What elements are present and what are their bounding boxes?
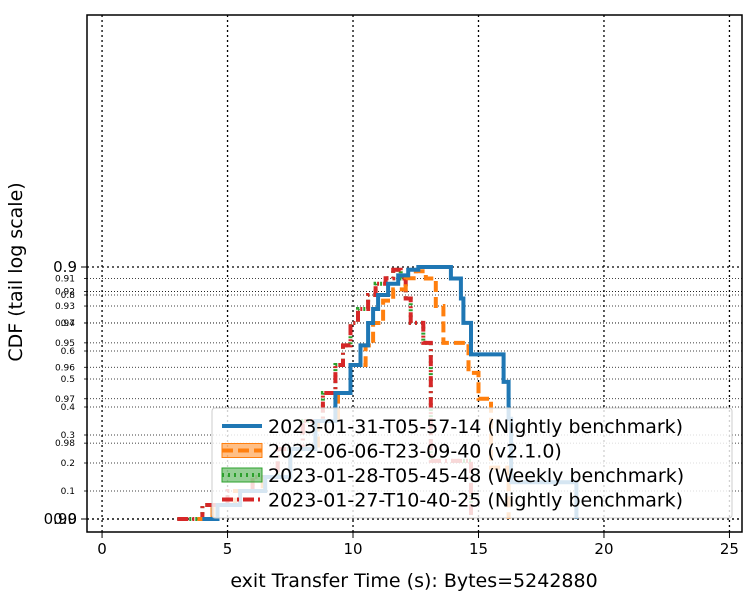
y-major-tick-label: 0.9 — [53, 258, 77, 276]
x-tick-label: 5 — [223, 540, 233, 558]
y-minor-tick-label: 0.1 — [61, 487, 75, 497]
legend-label-3: 2023-01-28-T05-45-48 (Weekly benchmark) — [268, 465, 684, 487]
x-tick-label: 20 — [594, 540, 613, 558]
y-minor-tick-label: 0.96 — [55, 363, 75, 373]
y-minor-tick-label: 0.97 — [55, 395, 75, 405]
y-minor-tick-label: 0.5 — [61, 375, 75, 385]
x-tick-label: 15 — [469, 540, 488, 558]
x-tick-label: 25 — [720, 540, 739, 558]
y-minor-tick-label: 0.95 — [55, 339, 75, 349]
x-tick-label: 10 — [343, 540, 362, 558]
y-axis-label: CDF (tail log scale) — [5, 182, 27, 362]
y-minor-tick-label: 0.92 — [55, 287, 75, 297]
y-minor-tick-label: 0.6 — [61, 347, 76, 357]
y-minor-tick-label: 0.2 — [61, 459, 75, 469]
y-minor-tick-label: 0.7 — [61, 319, 75, 329]
y-minor-tick-label: 0.98 — [55, 439, 75, 449]
x-axis-label: exit Transfer Time (s): Bytes=5242880 — [230, 570, 598, 592]
plot-frame — [86, 14, 743, 533]
legend-label-1: 2023-01-31-T05-57-14 (Nightly benchmark) — [268, 416, 683, 438]
y-major-tick-label: 0.99 — [44, 510, 77, 528]
y-minor-tick-label: 0.94 — [55, 319, 75, 329]
series-line-2 — [197, 269, 511, 521]
legend-box — [211, 407, 733, 519]
legend: 2023-01-31-T05-57-14 (Nightly benchmark)… — [211, 407, 733, 519]
y-minor-tick-label: 0.4 — [61, 403, 76, 413]
legend-label-4: 2023-01-27-T10-40-25 (Nightly benchmark) — [268, 490, 683, 512]
y-minor-tick-label: 0.93 — [55, 302, 75, 312]
axis-ticks: 0 5 10 15 20 250.00.90.990.10.20.30.40.50.60.… — [44, 258, 739, 558]
x-tick-label: 0 — [97, 540, 107, 558]
y-minor-tick-label: 0.3 — [61, 431, 75, 441]
y-minor-tick-label: 0.8 — [61, 291, 76, 301]
legend-label-2: 2022-06-06-T23-09-40 (v2.1.0) — [268, 441, 562, 463]
y-minor-tick-label: 0.91 — [55, 275, 75, 285]
y-major-tick-label: 0.0 — [53, 510, 77, 528]
